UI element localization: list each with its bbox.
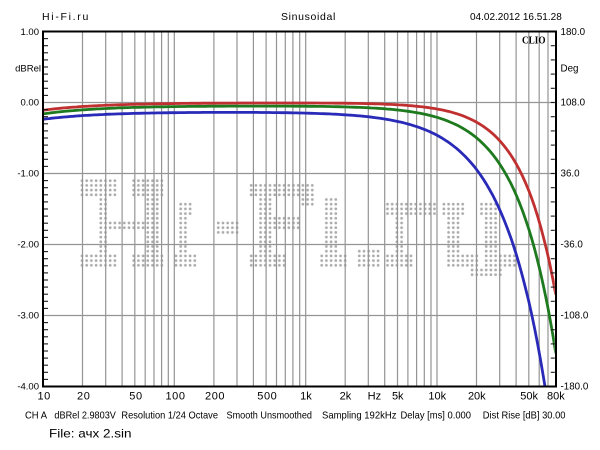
- svg-text:-1.00: -1.00: [17, 169, 39, 180]
- svg-text:1k: 1k: [300, 390, 312, 402]
- svg-text:1.00: 1.00: [21, 27, 40, 38]
- svg-text:10: 10: [37, 390, 50, 402]
- svg-text:0.00: 0.00: [21, 98, 40, 109]
- svg-text:2k: 2k: [340, 390, 352, 402]
- svg-text:20k: 20k: [468, 390, 486, 402]
- svg-text:5k: 5k: [392, 390, 404, 402]
- svg-text:-108.0: -108.0: [561, 311, 589, 322]
- svg-text:dBRel: dBRel: [15, 64, 41, 75]
- svg-text:Sampling 192kHz: Sampling 192kHz: [322, 409, 397, 421]
- svg-text:10k: 10k: [428, 390, 446, 402]
- svg-text:CLIO: CLIO: [522, 35, 546, 47]
- svg-text:50k: 50k: [520, 390, 538, 402]
- svg-text:Deg: Deg: [561, 64, 579, 75]
- svg-text:04.02.2012 16.51.28: 04.02.2012 16.51.28: [470, 12, 562, 23]
- svg-text:-4.00: -4.00: [17, 382, 39, 393]
- svg-text:Dist Rise [dB] 30.00: Dist Rise [dB] 30.00: [483, 409, 566, 421]
- svg-text:-2.00: -2.00: [17, 240, 39, 251]
- svg-text:Delay [ms] 0.000: Delay [ms] 0.000: [401, 409, 472, 421]
- svg-text:CH A: CH A: [25, 409, 47, 421]
- svg-text:-36.0: -36.0: [561, 240, 584, 251]
- svg-text:80k: 80k: [547, 390, 565, 402]
- svg-text:36.0: 36.0: [561, 169, 581, 180]
- svg-text:100: 100: [165, 390, 185, 402]
- svg-text:108.0: 108.0: [561, 98, 586, 109]
- svg-text:200: 200: [205, 390, 225, 402]
- svg-text:20: 20: [77, 390, 90, 402]
- svg-text:Resolution 1/24 Octave: Resolution 1/24 Octave: [121, 409, 218, 421]
- svg-text:50: 50: [129, 390, 142, 402]
- svg-text:Hi-Fi.ru: Hi-Fi.ru: [42, 11, 90, 23]
- svg-text:Hz: Hz: [368, 390, 381, 402]
- svg-text:500: 500: [257, 390, 277, 402]
- svg-text:File: ачх 2.sin: File: ачх 2.sin: [49, 426, 132, 440]
- svg-text:dBRel 2.9803V: dBRel 2.9803V: [54, 409, 116, 421]
- svg-text:-3.00: -3.00: [17, 311, 39, 322]
- svg-text:-180.0: -180.0: [561, 382, 589, 393]
- svg-text:Smooth Unsmoothed: Smooth Unsmoothed: [227, 409, 313, 421]
- svg-text:Sinusoidal: Sinusoidal: [281, 11, 336, 23]
- svg-text:180.0: 180.0: [561, 27, 586, 38]
